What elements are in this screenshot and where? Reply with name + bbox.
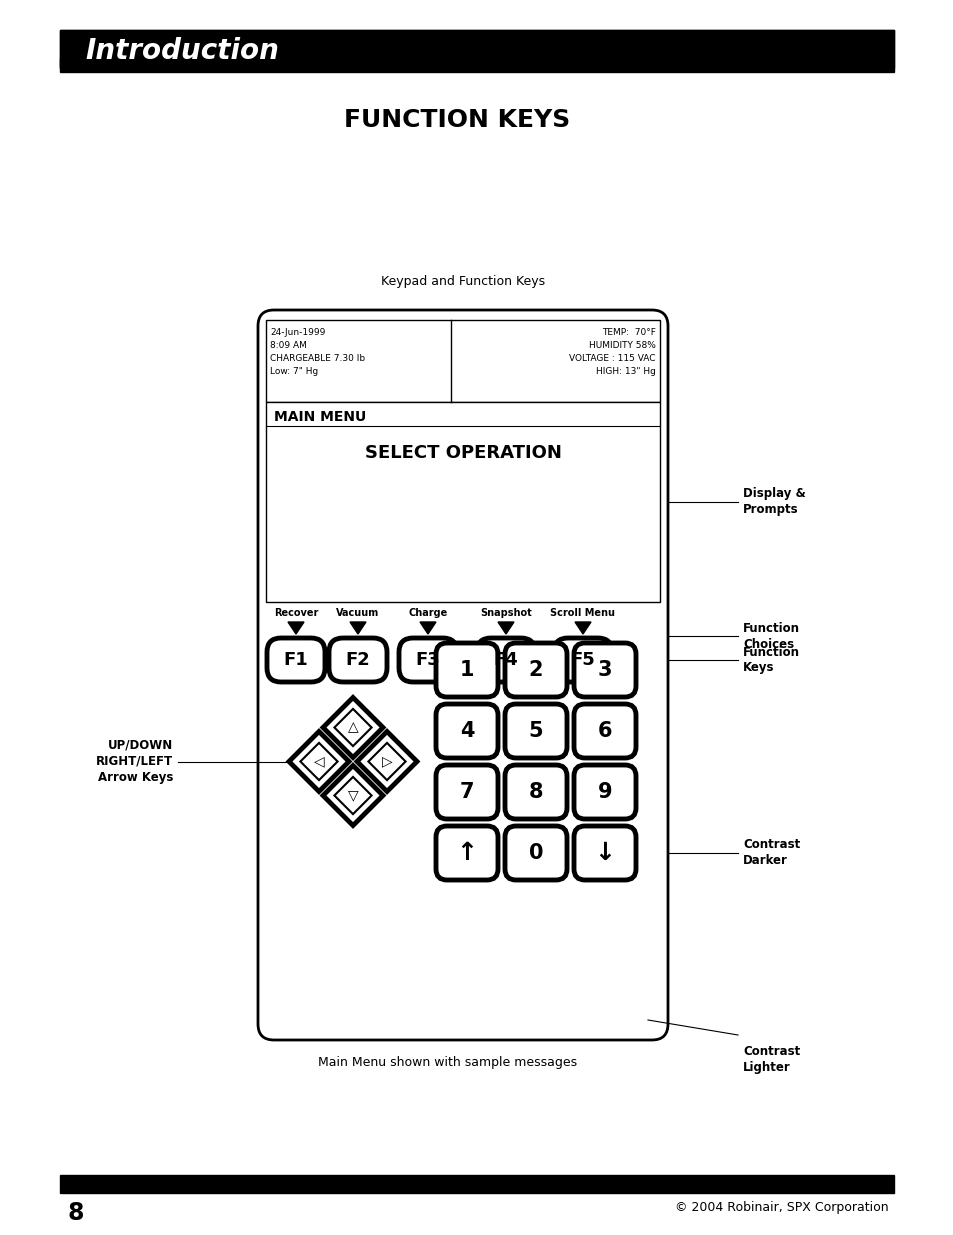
Text: ▽: ▽ xyxy=(347,788,358,803)
Text: 1: 1 xyxy=(459,659,474,680)
Text: Vacuum: Vacuum xyxy=(336,608,379,618)
Text: 3: 3 xyxy=(598,659,612,680)
Text: F2: F2 xyxy=(345,651,370,669)
Text: © 2004 Robinair, SPX Corporation: © 2004 Robinair, SPX Corporation xyxy=(675,1200,888,1214)
Text: CHARGEABLE 7.30 lb: CHARGEABLE 7.30 lb xyxy=(270,354,365,363)
Polygon shape xyxy=(497,622,514,634)
FancyBboxPatch shape xyxy=(436,764,497,819)
Text: 9: 9 xyxy=(598,782,612,802)
Text: UP/DOWN
RIGHT/LEFT
Arrow Keys: UP/DOWN RIGHT/LEFT Arrow Keys xyxy=(95,739,172,784)
Text: 6: 6 xyxy=(598,721,612,741)
FancyBboxPatch shape xyxy=(436,826,497,881)
FancyBboxPatch shape xyxy=(504,764,566,819)
Text: Display &
Prompts: Display & Prompts xyxy=(742,488,805,516)
FancyBboxPatch shape xyxy=(574,704,636,758)
Text: Recover: Recover xyxy=(274,608,318,618)
Polygon shape xyxy=(323,766,382,825)
Polygon shape xyxy=(350,622,366,634)
Text: △: △ xyxy=(347,720,358,735)
Polygon shape xyxy=(368,743,405,781)
Text: 0: 0 xyxy=(528,844,542,863)
FancyBboxPatch shape xyxy=(398,638,456,682)
Text: HIGH: 13" Hg: HIGH: 13" Hg xyxy=(596,367,656,375)
Text: ◁: ◁ xyxy=(314,755,324,768)
Bar xyxy=(266,403,659,601)
Text: TEMP:  70°F: TEMP: 70°F xyxy=(601,329,656,337)
Polygon shape xyxy=(300,743,337,781)
Text: ▷: ▷ xyxy=(381,755,392,768)
Text: 8: 8 xyxy=(68,1200,85,1225)
Bar xyxy=(60,1174,893,1193)
Text: Contrast
Darker: Contrast Darker xyxy=(742,839,800,867)
FancyBboxPatch shape xyxy=(574,826,636,881)
Text: Scroll Menu: Scroll Menu xyxy=(550,608,615,618)
Text: Introduction: Introduction xyxy=(85,37,278,65)
Text: Contrast
Lighter: Contrast Lighter xyxy=(742,1045,800,1074)
Text: 2: 2 xyxy=(528,659,542,680)
Text: 5: 5 xyxy=(528,721,543,741)
Polygon shape xyxy=(288,622,304,634)
Polygon shape xyxy=(419,622,436,634)
Bar xyxy=(60,58,490,68)
Text: Function
Choices: Function Choices xyxy=(742,621,800,651)
Text: Charge: Charge xyxy=(408,608,447,618)
Text: 24-Jun-1999: 24-Jun-1999 xyxy=(270,329,325,337)
Text: 4: 4 xyxy=(459,721,474,741)
Text: FUNCTION KEYS: FUNCTION KEYS xyxy=(343,107,570,132)
Text: F1: F1 xyxy=(283,651,308,669)
Text: 8: 8 xyxy=(528,782,542,802)
FancyBboxPatch shape xyxy=(504,704,566,758)
Bar xyxy=(60,30,893,72)
Text: F4: F4 xyxy=(493,651,517,669)
Text: ↑: ↑ xyxy=(456,841,477,864)
Polygon shape xyxy=(335,777,372,814)
Text: F3: F3 xyxy=(416,651,440,669)
FancyBboxPatch shape xyxy=(554,638,612,682)
FancyBboxPatch shape xyxy=(329,638,387,682)
Text: Main Menu shown with sample messages: Main Menu shown with sample messages xyxy=(317,1056,577,1070)
Text: Keypad and Function Keys: Keypad and Function Keys xyxy=(380,275,544,288)
FancyBboxPatch shape xyxy=(504,643,566,697)
Polygon shape xyxy=(289,731,349,792)
Text: 8:09 AM: 8:09 AM xyxy=(270,341,307,350)
Polygon shape xyxy=(356,731,416,792)
Text: VOLTAGE : 115 VAC: VOLTAGE : 115 VAC xyxy=(569,354,656,363)
FancyBboxPatch shape xyxy=(504,826,566,881)
Text: ↓: ↓ xyxy=(594,841,615,864)
Bar xyxy=(60,30,893,68)
Text: 7: 7 xyxy=(459,782,474,802)
Text: Function
Keys: Function Keys xyxy=(742,646,800,674)
Text: SELECT OPERATION: SELECT OPERATION xyxy=(364,445,561,462)
Text: HUMIDITY 58%: HUMIDITY 58% xyxy=(589,341,656,350)
Polygon shape xyxy=(335,709,372,746)
FancyBboxPatch shape xyxy=(574,764,636,819)
FancyBboxPatch shape xyxy=(257,310,667,1040)
Bar xyxy=(266,320,659,403)
FancyBboxPatch shape xyxy=(476,638,535,682)
Polygon shape xyxy=(575,622,590,634)
FancyBboxPatch shape xyxy=(436,643,497,697)
FancyBboxPatch shape xyxy=(436,704,497,758)
Text: F5: F5 xyxy=(570,651,595,669)
FancyBboxPatch shape xyxy=(574,643,636,697)
Polygon shape xyxy=(323,698,382,757)
Text: Low: 7" Hg: Low: 7" Hg xyxy=(270,367,318,375)
FancyBboxPatch shape xyxy=(267,638,325,682)
Text: Snapshot: Snapshot xyxy=(479,608,532,618)
Text: MAIN MENU: MAIN MENU xyxy=(274,410,366,424)
